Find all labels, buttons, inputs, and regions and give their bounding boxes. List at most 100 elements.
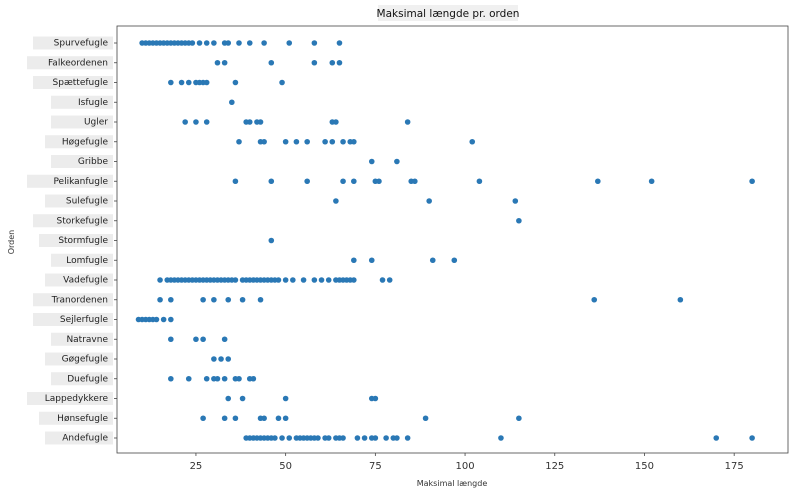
x-tick-label: 150 [635, 461, 654, 472]
data-point [157, 296, 163, 303]
data-point [749, 178, 755, 185]
plot-frame [116, 25, 789, 454]
y-tick-label: Vadefugle [63, 276, 108, 286]
y-tick-label-background [51, 155, 113, 168]
data-point [322, 138, 328, 145]
y-tick-label-background [27, 174, 113, 188]
data-point [368, 158, 375, 165]
data-point [386, 277, 393, 283]
data-point [304, 138, 310, 145]
data-point [351, 138, 357, 145]
y-tick-label: Isfugle [78, 98, 108, 108]
data-point [168, 296, 174, 303]
data-point [329, 138, 336, 145]
data-point [340, 178, 346, 185]
data-point [257, 119, 264, 125]
data-point [203, 79, 210, 86]
data-point [351, 178, 357, 185]
data-point [394, 435, 400, 441]
data-point [476, 178, 483, 185]
data-point [168, 336, 174, 343]
data-point [340, 435, 346, 441]
data-point [372, 435, 379, 441]
data-point [304, 178, 310, 185]
data-point [193, 119, 199, 125]
data-point [286, 40, 293, 46]
data-point [200, 296, 206, 303]
y-tick-label-background [45, 194, 113, 208]
data-point [451, 257, 458, 264]
data-point [275, 415, 282, 422]
y-tick-label: Sulefugle [66, 197, 109, 207]
data-point [286, 435, 293, 441]
x-axis-ticks: 25 50 75 100 125 150 175 [190, 453, 744, 472]
x-axis-label: Maksimal længde [417, 479, 488, 488]
data-point [318, 277, 325, 283]
y-tick-label: Natravne [66, 335, 108, 345]
data-point [221, 375, 228, 382]
data-point [214, 59, 221, 66]
data-point [677, 296, 684, 303]
data-point [200, 415, 206, 422]
y-tick-label-background [39, 234, 113, 247]
y-tick-label-background [33, 36, 113, 50]
data-point [236, 40, 242, 46]
y-tick-label-background [51, 332, 113, 346]
data-point [749, 435, 755, 441]
data-point [351, 257, 357, 264]
data-point [354, 435, 361, 441]
data-point [275, 277, 282, 283]
data-point [160, 316, 167, 323]
y-tick-label-background [33, 76, 113, 89]
data-point [211, 40, 217, 46]
data-point [272, 435, 278, 441]
data-point [203, 119, 210, 125]
data-point [498, 435, 504, 441]
data-point [282, 277, 289, 283]
data-point [325, 277, 332, 283]
data-point [246, 119, 253, 125]
data-point [203, 375, 210, 382]
x-tick-label: 25 [190, 461, 203, 472]
data-point [232, 178, 239, 185]
y-tick-label: Gøgefugle [62, 355, 109, 365]
data-point [394, 158, 400, 165]
chart-title: Maksimal længde pr. orden [377, 8, 520, 20]
data-point [340, 138, 346, 145]
data-point [516, 415, 522, 422]
data-point [250, 375, 257, 382]
y-tick-label: Lappedykkere [45, 394, 109, 404]
data-point [185, 375, 192, 382]
y-tick-label: Ugler [84, 118, 108, 128]
data-point [157, 277, 163, 283]
y-tick-label-background [45, 431, 113, 445]
data-point [293, 138, 300, 145]
data-point [279, 435, 285, 441]
data-point [211, 296, 217, 303]
y-tick-label: Gribbe [78, 157, 109, 167]
data-point [469, 138, 476, 145]
data-point [516, 217, 522, 224]
data-point [168, 316, 174, 323]
y-tick-label: Høgefugle [62, 137, 109, 147]
y-tick-label: Storkefugle [57, 216, 109, 226]
data-point [648, 178, 655, 185]
data-point [595, 178, 601, 185]
data-point [178, 79, 185, 86]
data-point [351, 277, 357, 283]
y-tick-label-background [45, 273, 113, 287]
data-point [225, 395, 232, 402]
y-tick-label-background [27, 56, 113, 70]
data-point [246, 40, 253, 46]
data-point [282, 415, 289, 422]
y-tick-label: Lomfugle [66, 256, 108, 266]
data-point [200, 336, 206, 343]
data-point [329, 59, 336, 66]
data-point [221, 59, 228, 66]
data-point [236, 375, 242, 382]
data-point [261, 40, 267, 46]
data-point [225, 296, 232, 303]
data-point [221, 336, 228, 343]
data-point [268, 59, 275, 66]
data-point [336, 59, 343, 66]
